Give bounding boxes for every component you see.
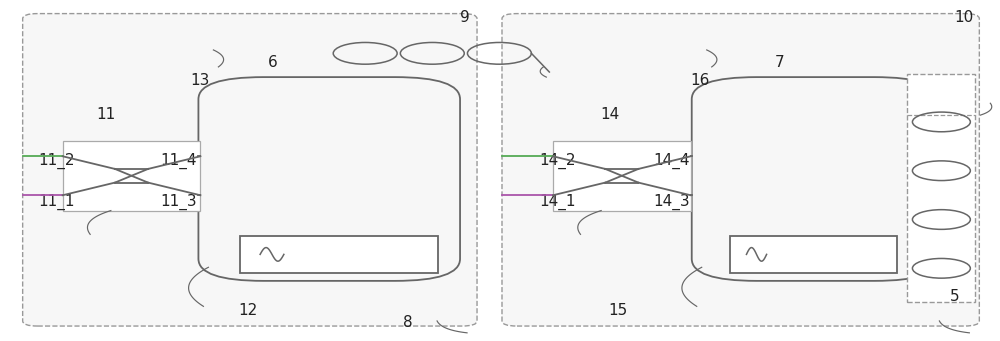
Text: 11_2: 11_2 xyxy=(38,153,75,169)
Text: 7: 7 xyxy=(775,55,784,70)
Text: 13: 13 xyxy=(191,73,210,88)
Text: 14_2: 14_2 xyxy=(540,153,576,169)
Text: 16: 16 xyxy=(690,73,709,88)
Text: 15: 15 xyxy=(608,303,627,318)
Text: 9: 9 xyxy=(460,10,470,25)
Text: 11_4: 11_4 xyxy=(160,153,197,169)
Text: 12: 12 xyxy=(239,303,258,318)
Text: 14: 14 xyxy=(600,107,619,122)
Text: 6: 6 xyxy=(267,55,277,70)
Text: 11_1: 11_1 xyxy=(38,194,75,210)
FancyBboxPatch shape xyxy=(23,14,477,326)
Bar xyxy=(240,236,438,273)
Text: 10: 10 xyxy=(955,10,974,25)
Text: 14_1: 14_1 xyxy=(540,194,576,210)
Bar xyxy=(553,141,691,211)
Text: 8: 8 xyxy=(403,315,413,330)
Bar xyxy=(63,141,200,211)
Bar xyxy=(907,74,975,302)
Text: 14_4: 14_4 xyxy=(654,153,690,169)
Text: 14_3: 14_3 xyxy=(653,194,690,210)
Text: 5: 5 xyxy=(950,289,959,304)
Text: 11: 11 xyxy=(96,107,115,122)
FancyBboxPatch shape xyxy=(502,14,979,326)
Text: 11_3: 11_3 xyxy=(160,194,197,210)
Bar xyxy=(730,236,897,273)
